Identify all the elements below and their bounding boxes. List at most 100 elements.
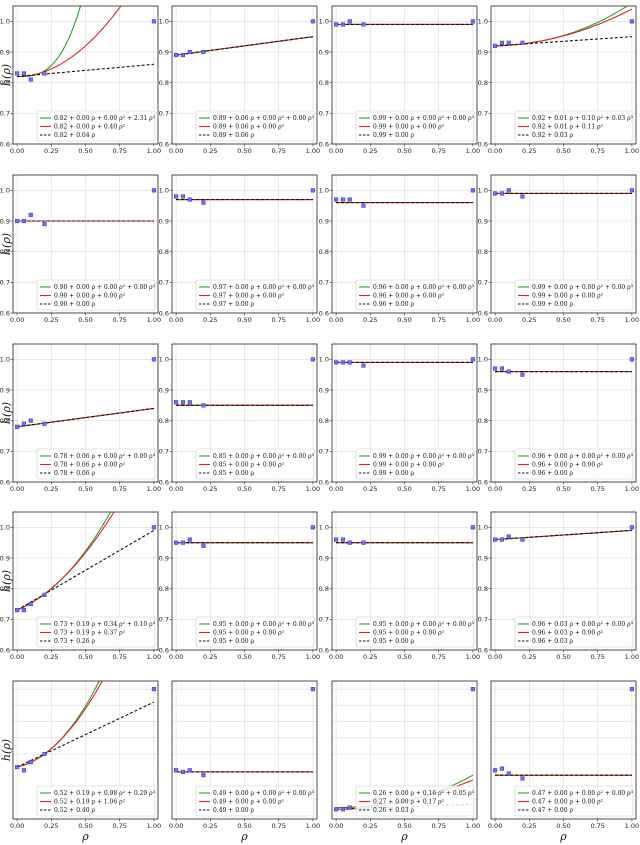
subplot-15: 0.00 0.25 0.50 0.75 1.00 0.6 0.7 0.8 0.9 1.0 0.95 …	[319, 511, 480, 661]
data-point	[506, 188, 511, 193]
y-tick-label: 0.7	[478, 279, 488, 287]
legend-label: 0.85 + 0.00 ρ	[213, 470, 254, 477]
y-tick-label: 0.9	[478, 48, 488, 56]
legend-label: 0.99 + 0.00 ρ + 0.00 ρ² + 0.00 ρ³	[532, 284, 634, 291]
y-tick-label: 0.8	[478, 79, 488, 87]
legend-label: 0.85 + 0.00 ρ + 0.00 ρ²	[213, 462, 285, 469]
legend-label: 0.47 + 0.00 ρ + 0.00 ρ²	[532, 799, 604, 806]
data-point	[629, 525, 634, 530]
y-tick-label: 0.6	[0, 140, 10, 148]
y-tick-label: 0.6	[0, 646, 10, 654]
x-tick-label: 0.50	[78, 485, 92, 493]
y-tick-label: 0.7	[0, 110, 10, 118]
legend-label: 0.95 + 0.00 ρ + 0.00 ρ² + 0.00 ρ³	[373, 621, 475, 628]
y-tick-label: 0.7	[159, 448, 169, 456]
subplot-3: 0.00 0.25 0.50 0.75 1.00 0.6 0.7 0.8 0.9 1.0 0.99 …	[319, 5, 480, 155]
data-point	[499, 366, 504, 371]
y-tick-label: 0.8	[0, 79, 10, 87]
legend-label: 0.95 + 0.00 ρ	[213, 638, 254, 645]
legend-label: 0.78 + 0.06 ρ	[54, 470, 95, 477]
data-point	[340, 537, 345, 542]
legend-label: 0.95 + 0.00 ρ + 0.00 ρ²	[213, 630, 285, 637]
x-tick-label: 0.25	[44, 485, 58, 493]
x-tick-label: 0.75	[431, 822, 445, 830]
x-tick-label: 0.50	[237, 316, 251, 324]
x-tick-label: 0.50	[78, 822, 92, 830]
data-point	[180, 194, 185, 199]
legend-box	[36, 448, 156, 480]
legend-label: 0.52 + 0.19 ρ + 0.98 ρ² + 0.29 ρ³	[54, 790, 156, 797]
x-tick-label: 0.00	[169, 822, 183, 830]
data-point	[174, 194, 179, 199]
data-point	[361, 540, 366, 545]
legend-label: 0.99 + 0.00 ρ	[532, 301, 573, 308]
x-axis-label: ρ	[559, 830, 567, 843]
legend-label: 0.99 + 0.00 ρ + 0.00 ρ² + 0.00 ρ³	[373, 115, 475, 122]
y-tick-label: 0.9	[159, 554, 169, 562]
y-tick-label: 0.6	[478, 309, 488, 317]
data-point	[201, 200, 206, 205]
x-tick-label: 0.50	[556, 485, 570, 493]
legend-box	[355, 279, 475, 311]
data-point	[499, 191, 504, 196]
x-tick-label: 0.25	[522, 653, 536, 661]
y-tick-label: 1.0	[0, 18, 10, 26]
plot-frame	[12, 511, 159, 651]
data-point	[470, 188, 475, 193]
data-point	[42, 71, 47, 76]
data-point	[151, 687, 156, 692]
legend-label: 0.95 + 0.00 ρ + 0.00 ρ²	[373, 630, 445, 637]
data-point	[28, 601, 33, 607]
data-point	[28, 760, 33, 765]
y-tick-label: 0.7	[0, 616, 10, 624]
legend-box	[514, 279, 634, 311]
legend-label: 0.89 + 0.06 ρ + 0.00 ρ²	[213, 124, 285, 131]
x-tick-label: 0.75	[271, 485, 285, 493]
plot-frame	[490, 511, 637, 651]
y-tick-label: 0.6	[159, 140, 169, 148]
x-tick-label: 0.75	[112, 822, 126, 830]
legend-label: 0.92 + 0.01 ρ + 0.11 ρ²	[532, 124, 604, 131]
plot-frame	[171, 680, 318, 820]
x-tick-label: 0.75	[271, 822, 285, 830]
legend-box	[355, 448, 475, 480]
y-tick-label: 0.8	[159, 417, 169, 425]
legend-label: 0.52 + 0.40 ρ	[54, 807, 95, 814]
y-tick-label: 0.9	[0, 554, 10, 562]
legend-box	[195, 616, 315, 648]
legend-label: 0.97 + 0.00 ρ + 0.00 ρ²	[213, 293, 285, 300]
plot-frame	[12, 343, 159, 483]
subplot-10: 0.00 0.25 0.50 0.75 1.00 0.6 0.7 0.8 0.9 1.0 0.85 …	[159, 343, 320, 493]
y-tick-label: 0.6	[0, 478, 10, 486]
y-tick-label: 1.0	[478, 356, 488, 364]
x-tick-label: 1.00	[147, 316, 161, 324]
legend-box	[195, 448, 315, 480]
x-tick-label: 0.75	[271, 653, 285, 661]
data-point	[42, 592, 47, 597]
x-tick-label: 0.25	[363, 653, 377, 661]
data-point	[15, 218, 20, 224]
plot-frame	[331, 343, 478, 483]
data-point	[21, 421, 26, 426]
plot-frame	[331, 511, 478, 651]
legend-label: 0.96 + 0.00 ρ + 0.00 ρ² + 0.00 ρ³	[373, 284, 475, 291]
x-tick-label: 0.25	[363, 316, 377, 324]
data-point	[506, 771, 511, 776]
subplot-7: 0.00 0.25 0.50 0.75 1.00 0.6 0.7 0.8 0.9 1.0 0.96 …	[319, 174, 480, 324]
y-tick-label: 0.8	[319, 585, 329, 593]
x-axis-label: ρ	[240, 830, 248, 843]
data-point	[520, 537, 525, 542]
data-point	[629, 188, 634, 193]
y-tick-label: 0.6	[478, 646, 488, 654]
legend-box	[195, 785, 315, 817]
subplot-14: 0.00 0.25 0.50 0.75 1.00 0.6 0.7 0.8 0.9 1.0 0.95 …	[159, 511, 320, 661]
subplot-2: 0.00 0.25 0.50 0.75 1.00 0.6 0.7 0.8 0.9 1.0 0.89 …	[159, 5, 320, 155]
legend-label: 0.96 + 0.03 ρ	[532, 638, 573, 645]
data-point	[334, 197, 339, 202]
legend-label: 0.89 + 0.06 ρ	[213, 132, 254, 139]
y-tick-label: 0.7	[478, 110, 488, 118]
data-point	[28, 418, 33, 423]
legend-label: 0.90 + 0.00 ρ	[54, 301, 95, 308]
data-point	[347, 360, 352, 365]
